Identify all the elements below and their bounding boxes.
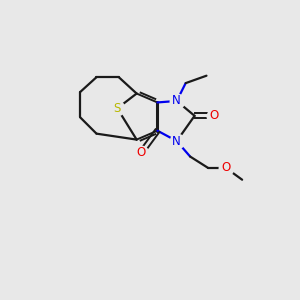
- Text: O: O: [221, 161, 230, 174]
- Text: S: S: [114, 102, 121, 115]
- Text: N: N: [172, 135, 181, 148]
- Text: O: O: [209, 109, 218, 122]
- Text: O: O: [136, 146, 146, 160]
- Text: N: N: [172, 94, 181, 107]
